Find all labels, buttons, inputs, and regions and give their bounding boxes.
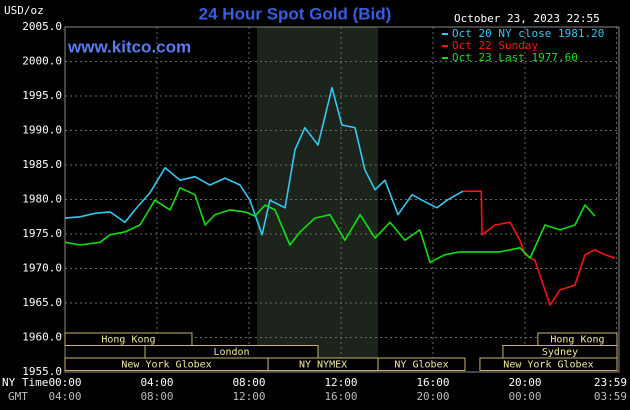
shaded-range xyxy=(257,27,379,372)
session-label: Hong Kong xyxy=(550,335,604,346)
y-tick-label: 1990.0 xyxy=(22,124,62,137)
x-tick-label: 12:00 xyxy=(324,376,357,389)
session-label: London xyxy=(213,347,249,358)
chart-title: 24 Hour Spot Gold (Bid) xyxy=(199,4,392,23)
session-label: Hong Kong xyxy=(101,335,155,346)
session-label: New York Globex xyxy=(503,360,593,371)
x2-tick-label: 16:00 xyxy=(324,390,357,403)
x-tick-label: 00:00 xyxy=(48,376,81,389)
x-tick-label: 04:00 xyxy=(140,376,173,389)
x2-axis-label: GMT xyxy=(8,390,28,403)
x-tick-label: 08:00 xyxy=(232,376,265,389)
plot-frame xyxy=(64,26,620,373)
x-axis-label: NY Time xyxy=(2,376,48,389)
y-tick-label: 1975.0 xyxy=(22,227,62,240)
y-tick-label: 1995.0 xyxy=(22,89,62,102)
session-label: NY NYMEX xyxy=(299,360,347,371)
x2-tick-label: 04:00 xyxy=(48,390,81,403)
x-tick-label: 20:00 xyxy=(508,376,541,389)
session-label: New York Globex xyxy=(121,360,211,371)
timestamp: October 23, 2023 22:55 xyxy=(454,12,600,25)
legend-label: Oct 22 Sunday xyxy=(452,39,538,52)
y-tick-label: 1955.0 xyxy=(22,365,62,378)
series-line xyxy=(64,187,596,264)
x2-tick-label: 03:59 xyxy=(594,390,627,403)
session-box xyxy=(377,357,466,371)
y-tick-label: 1970.0 xyxy=(22,262,62,275)
y-tick-label: 2000.0 xyxy=(22,55,62,68)
series-line xyxy=(462,190,616,306)
y-tick-label: 1980.0 xyxy=(22,193,62,206)
x2-tick-label: 00:00 xyxy=(508,390,541,403)
legend-label: Oct 20 NY close 1981.20 xyxy=(452,27,604,40)
watermark: www.kitco.com xyxy=(67,37,191,56)
y-tick-label: 1965.0 xyxy=(22,296,62,309)
series-line xyxy=(64,86,464,236)
session-label: Sydney xyxy=(542,347,578,358)
x-tick-label: 16:00 xyxy=(416,376,449,389)
session-box xyxy=(479,357,618,371)
legend-label: Oct 23 Last 1977.60 xyxy=(452,51,578,64)
x2-tick-label: 20:00 xyxy=(416,390,449,403)
y-tick-label: 1985.0 xyxy=(22,158,62,171)
x2-tick-label: 12:00 xyxy=(232,390,265,403)
x2-tick-label: 08:00 xyxy=(140,390,173,403)
y-axis-label: USD/oz xyxy=(4,4,44,17)
session-label: NY Globex xyxy=(394,360,448,371)
x-tick-label: 23:59 xyxy=(594,376,627,389)
y-tick-label: 1960.0 xyxy=(22,331,62,344)
session-box xyxy=(64,332,193,346)
y-tick-label: 2005.0 xyxy=(22,20,62,33)
